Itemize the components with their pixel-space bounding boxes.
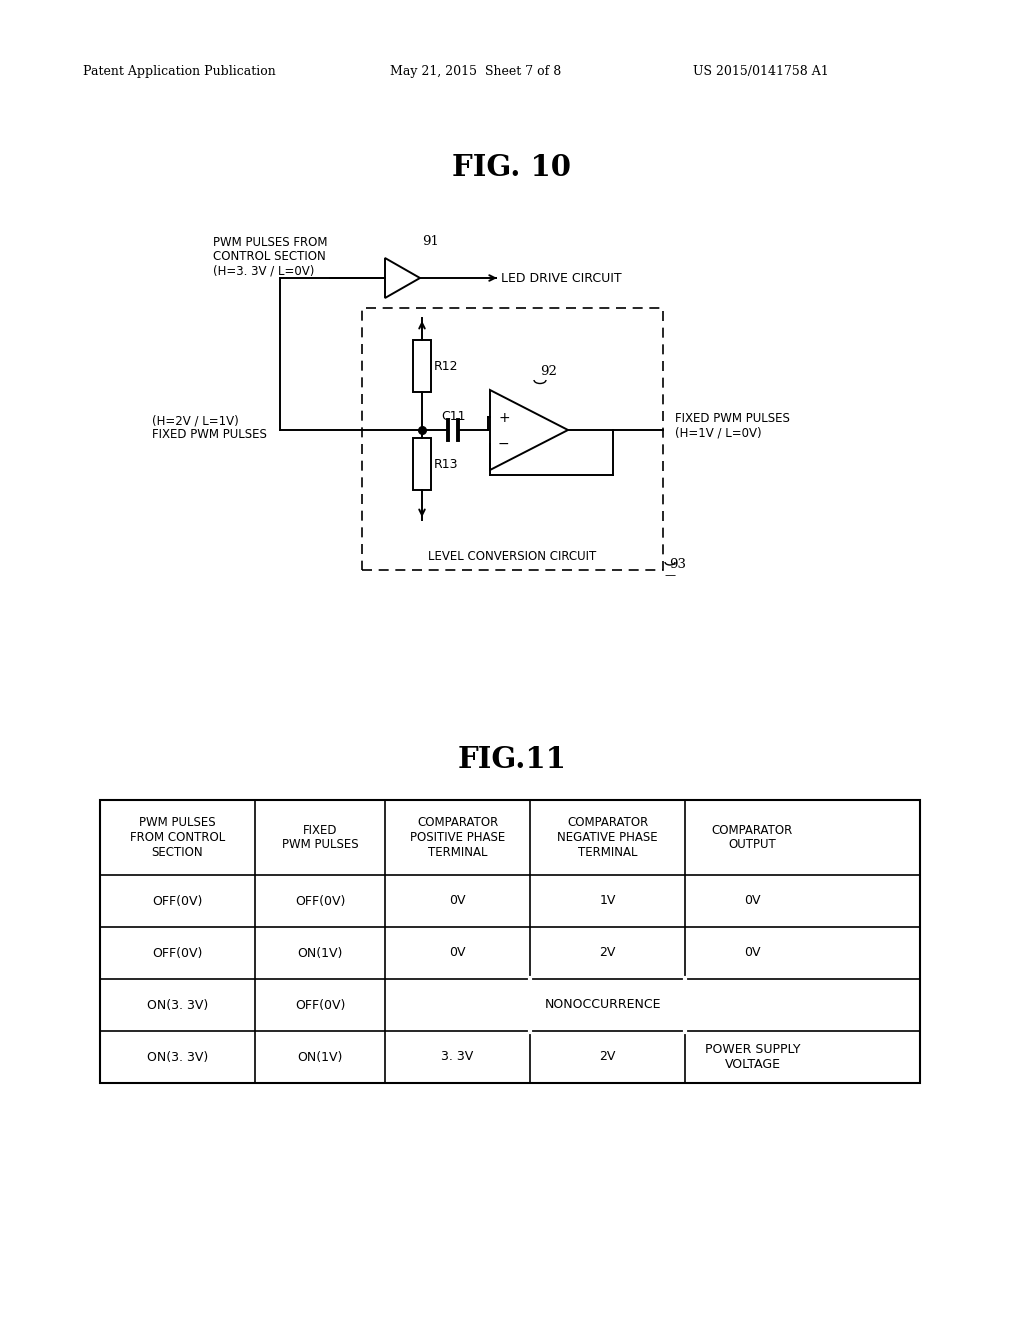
Text: 93: 93 [669,558,686,572]
Text: May 21, 2015  Sheet 7 of 8: May 21, 2015 Sheet 7 of 8 [390,66,561,78]
Text: (H=1V / L=0V): (H=1V / L=0V) [675,426,762,440]
Text: COMPARATOR
NEGATIVE PHASE
TERMINAL: COMPARATOR NEGATIVE PHASE TERMINAL [557,816,657,859]
Text: ON(3. 3V): ON(3. 3V) [146,998,208,1011]
Text: 2V: 2V [599,946,615,960]
Text: FIXED PWM PULSES: FIXED PWM PULSES [675,412,790,425]
Text: 0V: 0V [744,895,761,908]
Bar [413,438,431,490]
Text: NONOCCURRENCE: NONOCCURRENCE [544,998,660,1011]
Text: COMPARATOR
OUTPUT: COMPARATOR OUTPUT [712,824,794,851]
Text: 2V: 2V [599,1051,615,1064]
Text: ON(1V): ON(1V) [297,1051,343,1064]
Text: FIXED PWM PULSES: FIXED PWM PULSES [152,429,267,441]
Text: FIG.11: FIG.11 [458,746,566,775]
Text: R13: R13 [434,458,459,470]
Text: OFF(0V): OFF(0V) [153,895,203,908]
Text: OFF(0V): OFF(0V) [295,998,345,1011]
Text: US 2015/0141758 A1: US 2015/0141758 A1 [693,66,828,78]
Text: R12: R12 [434,359,459,372]
Text: 3. 3V: 3. 3V [441,1051,474,1064]
Text: POWER SUPPLY
VOLTAGE: POWER SUPPLY VOLTAGE [705,1043,800,1071]
Bar [100,800,920,1082]
Text: ON(3. 3V): ON(3. 3V) [146,1051,208,1064]
Text: LEVEL CONVERSION CIRCUIT: LEVEL CONVERSION CIRCUIT [428,550,597,564]
Text: (H=2V / L=1V): (H=2V / L=1V) [152,414,239,428]
Text: +: + [498,411,510,425]
Text: ON(1V): ON(1V) [297,946,343,960]
Text: COMPARATOR
POSITIVE PHASE
TERMINAL: COMPARATOR POSITIVE PHASE TERMINAL [410,816,505,859]
Text: 0V: 0V [450,946,466,960]
Text: FIG. 10: FIG. 10 [453,153,571,182]
Text: 0V: 0V [450,895,466,908]
Text: OFF(0V): OFF(0V) [295,895,345,908]
Text: 91: 91 [422,235,439,248]
Text: PWM PULSES FROM: PWM PULSES FROM [213,236,328,249]
Text: Patent Application Publication: Patent Application Publication [83,66,275,78]
Text: CONTROL SECTION: CONTROL SECTION [213,251,326,264]
Text: C11: C11 [440,409,465,422]
Bar [413,341,431,392]
Bar [362,308,663,570]
Text: FIXED
PWM PULSES: FIXED PWM PULSES [282,824,358,851]
Text: —: — [664,570,675,579]
Text: OFF(0V): OFF(0V) [153,946,203,960]
Text: −: − [498,437,510,451]
Text: (H=3. 3V / L=0V): (H=3. 3V / L=0V) [213,264,314,277]
Text: 92: 92 [540,366,557,378]
Text: LED DRIVE CIRCUIT: LED DRIVE CIRCUIT [501,272,622,285]
Text: PWM PULSES
FROM CONTROL
SECTION: PWM PULSES FROM CONTROL SECTION [130,816,225,859]
Text: 0V: 0V [744,946,761,960]
Text: 1V: 1V [599,895,615,908]
